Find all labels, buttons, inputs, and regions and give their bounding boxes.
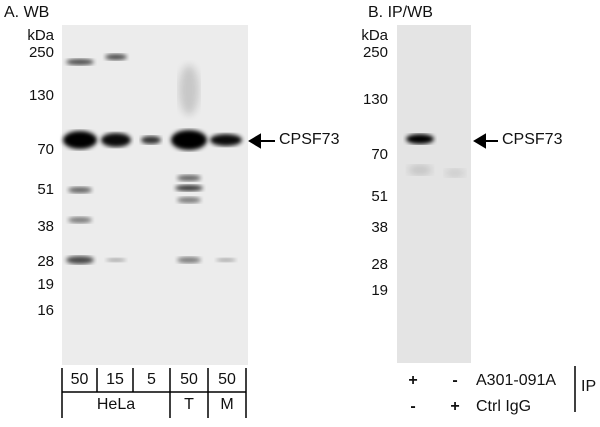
sign-lane-1: +: [408, 372, 418, 389]
ip-group-label: IP: [581, 378, 597, 395]
sign-lane-1: -: [410, 398, 416, 415]
blot-band: [68, 217, 92, 223]
ip-antibody-label: Ctrl IgG: [476, 398, 532, 415]
marker-label: 16: [37, 302, 54, 319]
lane-table-lines: [61, 366, 576, 418]
sample-label: T: [184, 396, 194, 413]
marker-label: 38: [37, 218, 54, 235]
blot-band: [177, 257, 201, 263]
kda-unit-a: kDa: [27, 27, 54, 44]
blot-band: [105, 54, 127, 60]
panel-a-title: A. WB: [4, 4, 50, 21]
blot-band: [406, 134, 434, 144]
marker-label: 130: [362, 91, 388, 108]
sign-lane-2: +: [450, 398, 460, 415]
lane-load: 50: [70, 371, 89, 388]
arrow-icon-b: [473, 133, 498, 149]
marker-label: 250: [362, 44, 388, 61]
marker-label: 28: [371, 256, 388, 273]
blot-band: [216, 258, 236, 262]
lane-load: 50: [180, 371, 198, 388]
marker-label: 38: [371, 219, 388, 236]
blot-band: [177, 197, 201, 203]
arrow-icon-a: [248, 133, 275, 149]
lane-load: 50: [218, 371, 236, 388]
blot-band: [68, 187, 92, 193]
sample-label: HeLa: [96, 396, 136, 413]
marker-label: 28: [37, 253, 54, 270]
marker-label: 51: [371, 188, 388, 205]
marker-label: 19: [371, 282, 388, 299]
blot-band: [101, 133, 131, 147]
blot-band: [177, 175, 201, 181]
blot-membrane-a: [62, 25, 248, 365]
target-label-b: CPSF73: [502, 131, 563, 148]
blot-band: [179, 65, 199, 115]
blot-band: [175, 185, 203, 191]
marker-label: 70: [371, 146, 388, 163]
ip-antibody-label: A301-091A: [476, 372, 557, 389]
blot-band: [141, 136, 161, 144]
marker-label: 51: [37, 181, 54, 198]
marker-label: 70: [37, 141, 54, 158]
sign-lane-2: -: [452, 372, 458, 389]
blot-membrane-b: [397, 25, 471, 363]
blot-band: [106, 258, 126, 262]
lane-load: 15: [106, 371, 124, 388]
kda-unit-b: kDa: [361, 27, 388, 44]
blot-band: [66, 256, 94, 264]
marker-label: 130: [28, 87, 54, 104]
blot-band: [171, 130, 207, 150]
blot-band: [210, 134, 242, 146]
panel-b-title: B. IP/WB: [368, 4, 433, 21]
blot-band: [63, 131, 97, 149]
blot-band: [66, 59, 94, 65]
marker-label: 250: [28, 44, 54, 61]
target-label-a: CPSF73: [279, 131, 340, 148]
blot-band: [445, 169, 465, 177]
sample-label: M: [220, 396, 234, 413]
blot-band: [408, 165, 432, 175]
lane-load: 5: [147, 371, 156, 388]
marker-label: 19: [37, 276, 54, 293]
